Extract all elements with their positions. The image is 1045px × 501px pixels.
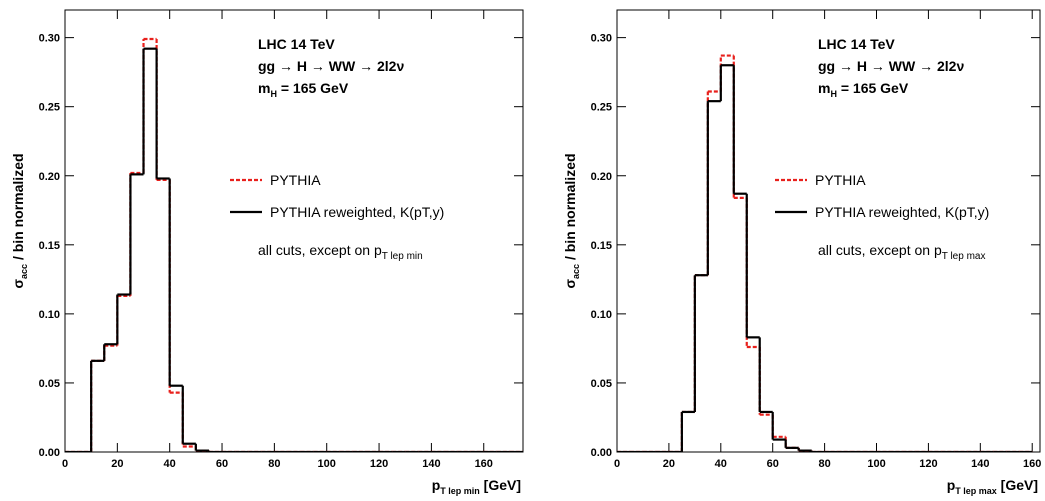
y-tick-label: 0.30 [39, 33, 60, 45]
y-tick-label: 0.25 [591, 102, 612, 114]
x-axis-label-sub: T lep min [440, 486, 480, 496]
x-tick-label: 60 [216, 458, 228, 470]
x-axis-label-tail: [GeV] [480, 477, 521, 493]
x-tick-label: 160 [1023, 458, 1041, 470]
x-tick-label: 100 [318, 458, 336, 470]
x-axis-label-tail: [GeV] [997, 477, 1038, 493]
x-axis-label: pT lep max [GeV] [947, 477, 1038, 496]
x-tick-label: 160 [475, 458, 493, 470]
x-axis-label-main: p [947, 477, 956, 493]
x-tick-label: 0 [614, 458, 620, 470]
y-axis-label-main: σ [10, 279, 26, 289]
x-tick-label: 140 [971, 458, 989, 470]
x-tick-label: 120 [370, 458, 388, 470]
legend-label: PYTHIA reweighted, K(pT,y) [270, 204, 444, 220]
annotation-main: LHC 14 TeV [818, 36, 895, 52]
panel: 0.00 0.05 0.10 0.15 0.20 0.25 0.30 0 20 40 60 80 100… [562, 9, 1041, 496]
x-axis-label-sub: T lep max [955, 486, 997, 496]
annotation-main: m [818, 80, 830, 96]
histogram-series [65, 47, 523, 452]
annotation-main: gg → H → WW → 2l2ν [818, 58, 964, 74]
note-sub: T lep max [942, 251, 986, 262]
y-tick-label: 0.10 [591, 309, 612, 321]
x-tick-label: 140 [422, 458, 440, 470]
x-tick-label: 100 [867, 458, 885, 470]
note-main: all cuts, except on p [818, 242, 942, 258]
x-tick-label: 20 [111, 458, 123, 470]
y-tick-label: 0.10 [39, 309, 60, 321]
y-tick-label: 0.20 [591, 171, 612, 183]
histogram-series [617, 64, 1033, 452]
y-tick-label: 0.00 [39, 447, 60, 459]
x-tick-label: 120 [919, 458, 937, 470]
y-axis-label-tail: / bin normalized [562, 153, 578, 263]
annotation-main: LHC 14 TeV [258, 36, 335, 52]
y-tick-label: 0.20 [39, 171, 60, 183]
plot-frame [616, 9, 1041, 453]
plot-frame [64, 9, 524, 453]
annotation-main: gg → H → WW → 2l2ν [258, 58, 404, 74]
x-tick-label: 40 [164, 458, 176, 470]
annotation: mH = 165 GeV [818, 80, 909, 99]
note-sub: T lep min [382, 251, 423, 262]
y-tick-label: 0.25 [39, 102, 60, 114]
y-axis-label-main: σ [562, 279, 578, 289]
annotation: gg → H → WW → 2l2ν [258, 58, 404, 74]
legend-label: PYTHIA [270, 172, 321, 188]
note-main: all cuts, except on p [258, 242, 382, 258]
y-axis-label: σacc / bin normalized [10, 153, 29, 288]
annotation: mH = 165 GeV [258, 80, 349, 99]
annotation-tail: = 165 GeV [277, 80, 349, 96]
x-tick-label: 80 [818, 458, 830, 470]
annotation: LHC 14 TeV [818, 36, 895, 52]
y-tick-label: 0.15 [591, 240, 612, 252]
y-axis-label-sub: acc [19, 264, 29, 279]
y-tick-label: 0.30 [591, 33, 612, 45]
y-axis-label: σacc / bin normalized [562, 153, 581, 288]
x-tick-label: 20 [663, 458, 675, 470]
annotation: gg → H → WW → 2l2ν [818, 58, 964, 74]
legend-label: PYTHIA reweighted, K(pT,y) [815, 204, 989, 220]
x-tick-label: 40 [715, 458, 727, 470]
panel: 0.00 0.05 0.10 0.15 0.20 0.25 0.30 0 20 40 60 80 100… [10, 9, 524, 496]
y-tick-label: 0.15 [39, 240, 60, 252]
y-tick-label: 0.00 [591, 447, 612, 459]
y-tick-label: 0.05 [39, 378, 60, 390]
annotation-main: m [258, 80, 270, 96]
y-axis-label-tail: / bin normalized [10, 153, 26, 263]
x-axis-label: pT lep min [GeV] [432, 477, 521, 496]
annotation-sub: H [270, 89, 277, 99]
annotation: LHC 14 TeV [258, 36, 335, 52]
y-tick-label: 0.05 [591, 378, 612, 390]
note: all cuts, except on pT lep max [818, 242, 985, 262]
note: all cuts, except on pT lep min [258, 242, 423, 262]
annotation-tail: = 165 GeV [837, 80, 909, 96]
x-tick-label: 80 [268, 458, 280, 470]
x-axis-label-main: p [432, 477, 441, 493]
y-axis-label-sub: acc [571, 264, 581, 279]
annotation-sub: H [830, 89, 837, 99]
legend-label: PYTHIA [815, 172, 866, 188]
x-tick-label: 60 [767, 458, 779, 470]
x-tick-label: 0 [62, 458, 68, 470]
